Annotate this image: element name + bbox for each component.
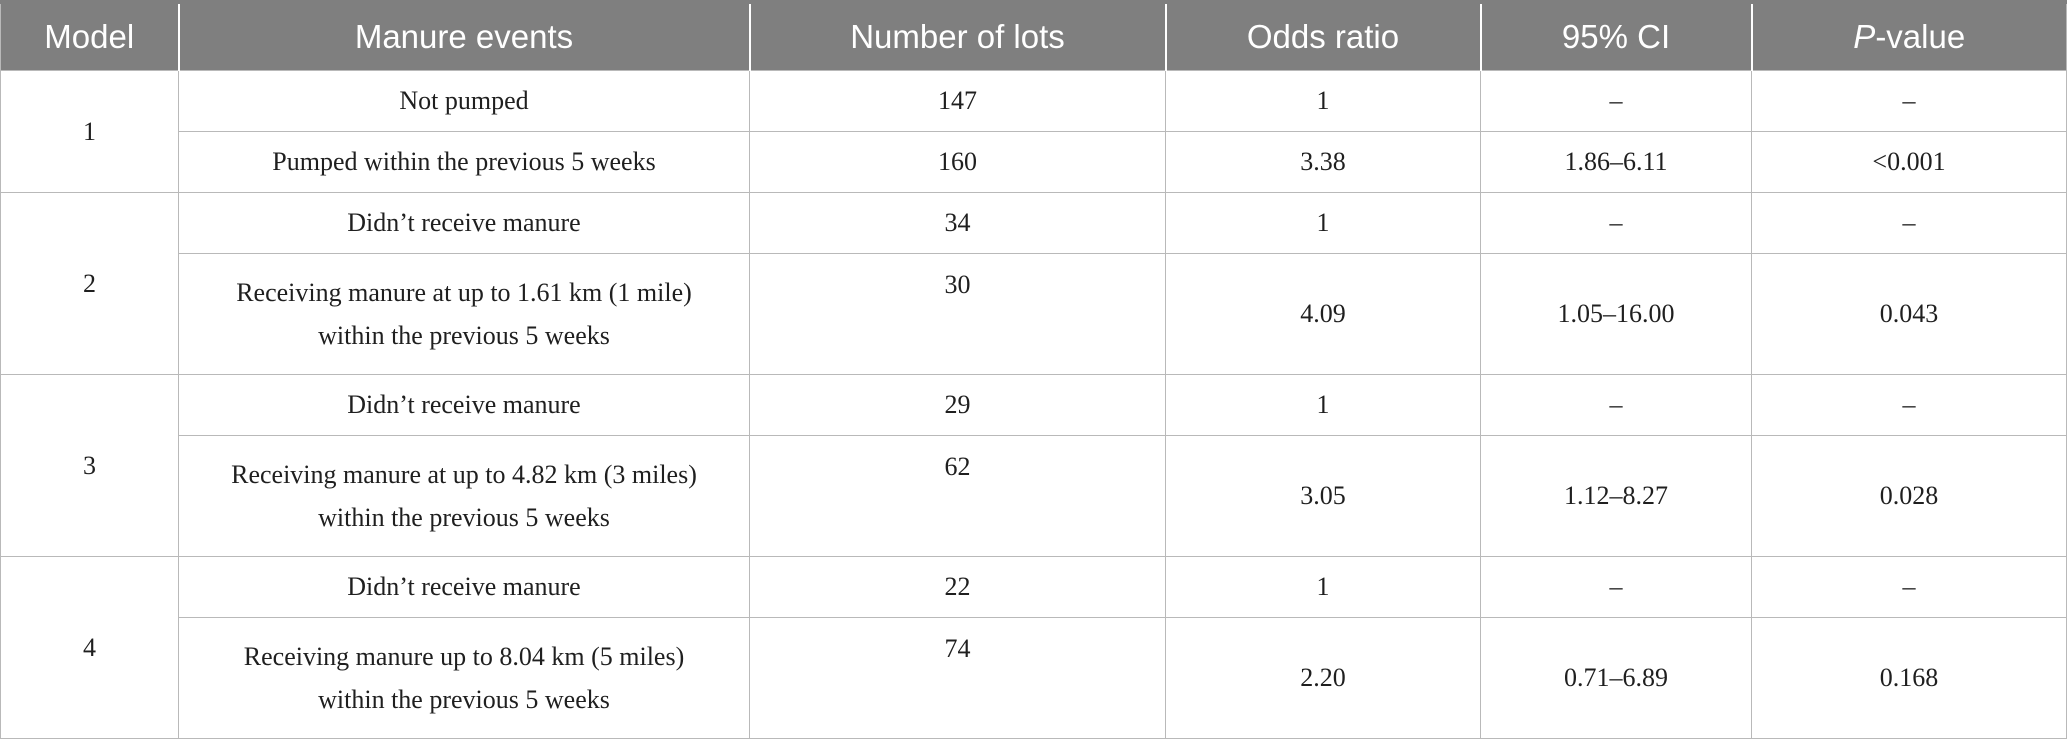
manure-event-cell: Receiving manure up to 8.04 km (5 miles)…	[178, 617, 750, 739]
table-row: Receiving manure at up to 4.82 km (3 mil…	[1, 435, 2067, 557]
header-manure-events: Manure events	[177, 0, 750, 71]
manure-event-line-1: Receiving manure up to 8.04 km (5 miles)	[243, 642, 685, 671]
ci-cell: –	[1480, 556, 1752, 618]
lots-cell: 30	[749, 253, 1166, 375]
table-row: 2 Didn’t receive manure 34 1 – –	[0, 192, 2067, 375]
table-row: Receiving manure up to 8.04 km (5 miles)…	[1, 617, 2067, 739]
header-p-suffix: -value	[1875, 18, 1966, 55]
lots-cell: 160	[749, 131, 1166, 193]
manure-event-cell: Didn’t receive manure	[178, 374, 750, 436]
table-row: Receiving manure at up to 1.61 km (1 mil…	[1, 253, 2067, 375]
header-p-value: P-value	[1750, 0, 2067, 71]
table-body: 1 Not pumped 147 1 – – Pumped within the…	[0, 70, 2067, 739]
p-value-cell: 0.168	[1751, 617, 2067, 739]
odds-ratio-cell: 3.05	[1165, 435, 1481, 557]
header-p-letter: P	[1853, 18, 1876, 55]
lots-cell: 74	[749, 617, 1166, 739]
odds-ratio-cell: 2.20	[1165, 617, 1481, 739]
manure-event-line-1: Receiving manure at up to 4.82 km (3 mil…	[231, 460, 697, 489]
manure-event-cell: Receiving manure at up to 1.61 km (1 mil…	[178, 253, 750, 375]
lots-cell: 62	[749, 435, 1166, 557]
table-row: 4 Didn’t receive manure 22 1 – –	[0, 556, 2067, 739]
manure-event-line-2: within the previous 5 weeks	[318, 321, 610, 350]
ci-cell: 0.71–6.89	[1480, 617, 1752, 739]
model-cell: 1	[0, 70, 179, 193]
ci-cell: –	[1480, 192, 1752, 254]
lots-cell: 34	[749, 192, 1166, 254]
p-value-cell: –	[1751, 374, 2067, 436]
header-ci: 95% CI	[1479, 0, 1752, 71]
header-model: Model	[0, 0, 179, 71]
odds-ratio-cell: 1	[1165, 192, 1481, 254]
ci-cell: –	[1480, 374, 1752, 436]
odds-ratio-cell: 1	[1165, 374, 1481, 436]
manure-event-cell: Pumped within the previous 5 weeks	[178, 131, 750, 193]
model-cell: 4	[0, 556, 179, 739]
table-header: Model Manure events Number of lots Odds …	[0, 0, 2067, 71]
header-number-of-lots: Number of lots	[748, 0, 1166, 71]
odds-ratio-cell: 3.38	[1165, 131, 1481, 193]
p-value-cell: 0.043	[1751, 253, 2067, 375]
lots-cell: 29	[749, 374, 1166, 436]
manure-event-cell: Not pumped	[178, 70, 750, 132]
p-value-cell: <0.001	[1751, 131, 2067, 193]
odds-ratio-cell: 1	[1165, 556, 1481, 618]
table-row: 1 Not pumped 147 1 – –	[0, 70, 2067, 193]
model-cell: 3	[0, 374, 179, 557]
p-value-cell: –	[1751, 556, 2067, 618]
odds-ratio-cell: 1	[1165, 70, 1481, 132]
ci-cell: –	[1480, 70, 1752, 132]
manure-event-line-2: within the previous 5 weeks	[318, 685, 610, 714]
manure-event-line-1: Receiving manure at up to 1.61 km (1 mil…	[236, 278, 692, 307]
manure-event-cell: Didn’t receive manure	[178, 192, 750, 254]
manure-event-cell: Didn’t receive manure	[178, 556, 750, 618]
p-value-cell: 0.028	[1751, 435, 2067, 557]
ci-cell: 1.05–16.00	[1480, 253, 1752, 375]
ci-cell: 1.12–8.27	[1480, 435, 1752, 557]
header-row: Model Manure events Number of lots Odds …	[0, 0, 2067, 71]
p-value-cell: –	[1751, 192, 2067, 254]
table-row: Pumped within the previous 5 weeks 160 3…	[1, 131, 2067, 193]
manure-event-cell: Receiving manure at up to 4.82 km (3 mil…	[178, 435, 750, 557]
lots-cell: 22	[749, 556, 1166, 618]
header-odds-ratio: Odds ratio	[1164, 0, 1481, 71]
table-row: 3 Didn’t receive manure 29 1 – –	[0, 374, 2067, 557]
p-value-cell: –	[1751, 70, 2067, 132]
model-cell: 2	[0, 192, 179, 375]
odds-ratio-cell: 4.09	[1165, 253, 1481, 375]
ci-cell: 1.86–6.11	[1480, 131, 1752, 193]
manure-event-line-2: within the previous 5 weeks	[318, 503, 610, 532]
lots-cell: 147	[749, 70, 1166, 132]
